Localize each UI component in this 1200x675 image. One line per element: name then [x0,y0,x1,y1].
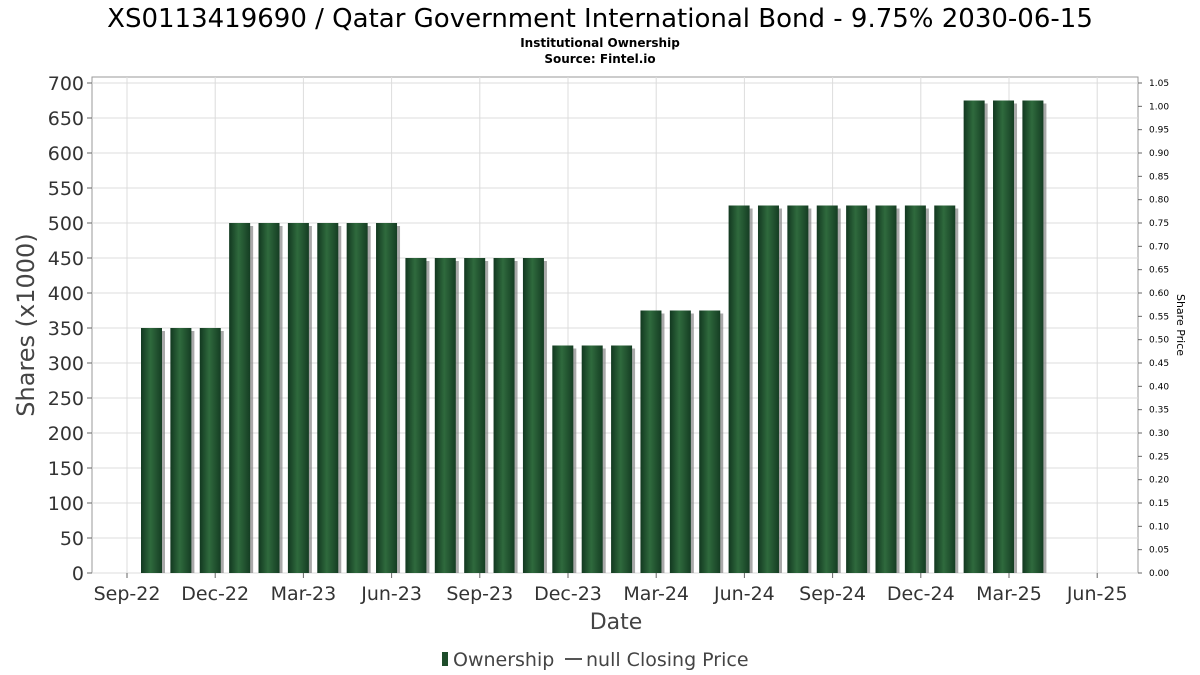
y-tick-label: 200 [48,423,84,445]
x-tick-label: Sep-23 [446,583,513,605]
y-axis-left: 0 50 100 150 200 250 300 350 400 450 500 550 600 650 7… [48,73,92,585]
chart-subtitle: Institutional Ownership [520,36,680,50]
y2-tick-label: 0.30 [1149,429,1169,439]
ownership-bar [581,345,603,573]
ownership-bar [934,205,956,573]
ownership-bar [904,205,926,573]
x-tick-label: Jun-24 [713,583,775,605]
y-tick-label: 550 [48,178,84,200]
x-tick-label: Sep-22 [94,583,161,605]
y-tick-label: 650 [48,108,84,130]
ownership-bar [963,100,985,573]
ownership-bar [258,223,280,573]
y2-tick-label: 0.00 [1149,569,1169,579]
x-axis: Sep-22 Dec-22 Mar-23 Jun-23 Sep-23 Dec-23 Mar-… [94,573,1128,605]
x-tick-label: Dec-22 [181,583,249,605]
y2-tick-label: 0.05 [1149,546,1169,556]
x-tick-label: Mar-25 [976,583,1042,605]
x-tick-label: Jun-23 [360,583,422,605]
y2-tick-label: 0.60 [1149,289,1169,299]
ownership-bar [346,223,368,573]
y2-tick-label: 0.85 [1149,172,1169,182]
y2-tick-label: 0.15 [1149,499,1169,509]
y-tick-label: 100 [48,493,84,515]
ownership-bar [317,223,339,573]
ownership-bar [846,205,868,573]
y2-axis-label: Share Price [1174,294,1187,356]
y2-tick-label: 0.95 [1149,126,1169,136]
y-tick-label: 50 [60,528,84,550]
ownership-bar [493,258,515,573]
legend-ownership-label: Ownership [453,649,554,671]
y2-tick-label: 0.70 [1149,242,1169,252]
y-tick-label: 600 [48,143,84,165]
y2-tick-label: 0.55 [1149,312,1169,322]
y-tick-label: 250 [48,388,84,410]
x-tick-label: Sep-24 [799,583,866,605]
x-tick-label: Dec-24 [887,583,955,605]
y2-tick-label: 0.65 [1149,266,1169,276]
y2-tick-label: 0.35 [1149,406,1169,416]
y2-tick-label: 1.05 [1149,79,1169,89]
ownership-bar [229,223,251,573]
ownership-bar [640,310,662,573]
y-tick-label: 0 [72,563,84,585]
y-tick-label: 350 [48,318,84,340]
y-tick-label: 300 [48,353,84,375]
y-tick-label: 400 [48,283,84,305]
legend-price-label: null Closing Price [586,649,749,671]
y-axis-label: Shares (x1000) [12,233,40,416]
ownership-bar [199,328,221,573]
y-axis-right: 0.00 0.05 0.10 0.15 0.20 0.25 0.30 0.35 0.40 0.45… [1138,79,1169,579]
ownership-bar [405,258,427,573]
x-axis-label: Date [590,610,643,635]
ownership-bar [376,223,398,573]
x-tick-label: Jun-25 [1066,583,1128,605]
chart-title: XS0113419690 / Qatar Government Internat… [107,4,1093,34]
y2-tick-label: 0.25 [1149,452,1169,462]
ownership-bar [552,345,574,573]
y2-tick-label: 0.50 [1149,336,1169,346]
y2-tick-label: 0.75 [1149,219,1169,229]
legend: Ownership null Closing Price [442,649,749,671]
y2-tick-label: 0.90 [1149,149,1169,159]
x-tick-label: Mar-23 [271,583,337,605]
ownership-bar [611,345,633,573]
y2-tick-label: 0.10 [1149,522,1169,532]
ownership-bar [141,328,162,573]
ownership-bar [993,100,1015,573]
ownership-bar [787,205,809,573]
ownership-bar [1022,100,1044,573]
legend-ownership-swatch [442,652,448,666]
bars-layer [141,100,1047,573]
y-tick-label: 500 [48,213,84,235]
ownership-bar [522,258,544,573]
ownership-bar [434,258,456,573]
y-tick-label: 450 [48,248,84,270]
ownership-bar [728,205,750,573]
y2-tick-label: 0.80 [1149,196,1169,206]
x-tick-label: Dec-23 [534,583,602,605]
y-tick-label: 150 [48,458,84,480]
y2-tick-label: 0.20 [1149,476,1169,486]
y2-tick-label: 0.45 [1149,359,1169,369]
y2-tick-label: 0.40 [1149,382,1169,392]
ownership-bar [287,223,309,573]
x-tick-label: Mar-24 [623,583,689,605]
ownership-bar [464,258,486,573]
ownership-bar [757,205,779,573]
ownership-bar [669,310,691,573]
chart-source: Source: Fintel.io [544,52,655,66]
ownership-bar [170,328,192,573]
y-tick-label: 700 [48,73,84,95]
ownership-bar [699,310,721,573]
y2-tick-label: 1.00 [1149,102,1169,112]
ownership-bar [875,205,897,573]
ownership-bar [816,205,838,573]
